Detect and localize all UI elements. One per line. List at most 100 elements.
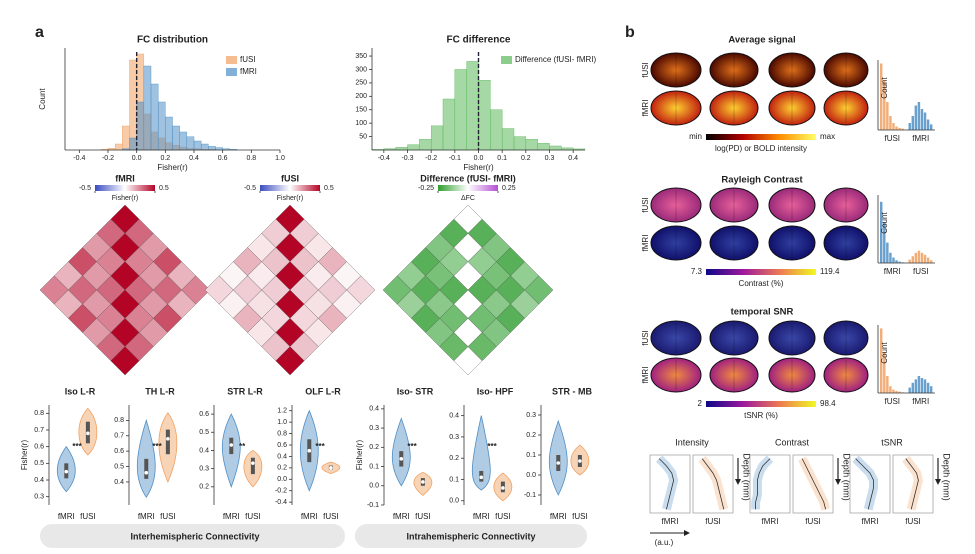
bar xyxy=(926,119,930,130)
depth-arrow-head xyxy=(935,479,941,485)
matrix xyxy=(204,204,376,376)
colorbar xyxy=(260,185,320,191)
x-tick-label: 0.3 xyxy=(545,155,555,162)
x-tick-label: fUSI xyxy=(805,517,821,526)
x-tick-label: fUSI xyxy=(415,512,431,521)
bar xyxy=(883,81,886,130)
panel-label: b xyxy=(625,24,635,41)
bar xyxy=(901,128,904,130)
depth-arrow-head xyxy=(735,479,741,485)
panel-label: a xyxy=(35,24,44,41)
profile-line xyxy=(801,458,826,510)
y-tick-label: 0.1 xyxy=(526,452,536,459)
median xyxy=(479,475,484,480)
median xyxy=(64,469,69,474)
x-tick-label: 1.0 xyxy=(275,155,285,162)
colorbar-tick-label: 0.25 xyxy=(502,185,516,192)
x-tick-label: fMRI xyxy=(473,512,490,521)
y-tick-label: 0.1 xyxy=(449,476,459,483)
colorbar-tick-label: 0.5 xyxy=(159,185,169,192)
colorbar-label: Fisher(r) xyxy=(277,195,303,202)
y-tick-label: 0.4 xyxy=(449,412,459,419)
y-tick-label: 0.7 xyxy=(114,433,124,440)
legend-label: Difference (fUSI- fMRI) xyxy=(515,55,597,64)
bar xyxy=(908,259,911,263)
bar xyxy=(920,252,924,263)
x-tick-label: fMRI xyxy=(393,512,410,521)
y-tick-label: 1.2 xyxy=(277,408,287,415)
significance: *** xyxy=(315,442,325,451)
y-tick-label: 0.6 xyxy=(277,442,287,449)
brain-slice xyxy=(709,225,759,261)
section-title: Average signal xyxy=(728,35,795,46)
y-tick-label: 0.3 xyxy=(34,494,44,501)
brain-slice xyxy=(823,357,869,393)
y-tick-label: 0.3 xyxy=(526,412,536,419)
chart-title: TH L-R xyxy=(145,386,175,396)
group-band xyxy=(355,524,587,548)
brain-slice xyxy=(823,225,869,261)
brain-slice xyxy=(768,52,816,88)
x-tick-label: 0.4 xyxy=(189,155,199,162)
colorbar xyxy=(706,134,816,140)
bar xyxy=(926,257,930,263)
y-tick-label: 50 xyxy=(359,133,367,140)
bar xyxy=(200,143,209,151)
x-tick-label: fMRI xyxy=(912,134,929,143)
y-tick-label: 0.2 xyxy=(449,455,459,462)
bar xyxy=(165,116,173,151)
x-tick-label: fUSI xyxy=(80,512,96,521)
median xyxy=(556,461,561,465)
bar xyxy=(911,382,915,393)
y-axis-label: Fisher(r) xyxy=(20,440,29,471)
bar xyxy=(490,109,503,151)
chart-title: Iso- STR xyxy=(397,386,434,396)
x-axis-label: Fisher(r) xyxy=(157,163,188,172)
matrix xyxy=(39,204,211,376)
x-tick-label: -0.3 xyxy=(401,155,413,162)
x-tick-label: fUSI xyxy=(495,512,511,521)
legend-label: fUSI xyxy=(240,55,256,64)
y-tick-label: 0.2 xyxy=(369,444,379,451)
colorbar-tick-label: min xyxy=(689,132,702,141)
median xyxy=(399,457,404,461)
bar xyxy=(186,136,195,151)
panel-frame xyxy=(649,454,691,514)
colorbar-tick-label: 0.5 xyxy=(324,185,334,192)
x-tick-label: fMRI xyxy=(912,397,929,406)
brain-slice xyxy=(709,357,759,393)
y-tick-label: 0.0 xyxy=(449,498,459,505)
brain-slice xyxy=(768,90,816,126)
y-tick-label: 300 xyxy=(355,66,367,73)
x-tick-label: fMRI xyxy=(301,512,318,521)
y-tick-label: -0.1 xyxy=(524,492,536,499)
x-tick-label: fUSI xyxy=(245,512,261,521)
chart-title: STR - MB xyxy=(552,386,592,396)
bar xyxy=(513,136,527,151)
brain-slice xyxy=(650,90,702,126)
brain-slice xyxy=(709,90,759,126)
bar xyxy=(914,252,918,263)
legend-swatch xyxy=(226,56,237,64)
brain-slice xyxy=(768,357,816,393)
chart-title: tSNR xyxy=(881,437,903,447)
row-label: fUSI xyxy=(641,197,650,213)
brain-slice xyxy=(709,320,759,356)
median xyxy=(501,486,505,490)
y-tick-label: 0.4 xyxy=(277,453,287,460)
x-tick-label: 0.0 xyxy=(132,155,142,162)
row-label: fUSI xyxy=(641,330,650,346)
median xyxy=(421,480,425,484)
significance: ** xyxy=(239,442,246,451)
bar xyxy=(157,101,166,151)
bar xyxy=(889,252,892,263)
x-tick-label: fUSI xyxy=(705,517,721,526)
significance: *** xyxy=(152,442,162,451)
x-tick-label: fUSI xyxy=(160,512,176,521)
y-tick-label: 0.1 xyxy=(369,463,379,470)
bar xyxy=(917,250,921,263)
bar xyxy=(172,125,180,151)
cell xyxy=(110,346,140,376)
bar xyxy=(136,101,145,151)
cell xyxy=(453,346,483,376)
